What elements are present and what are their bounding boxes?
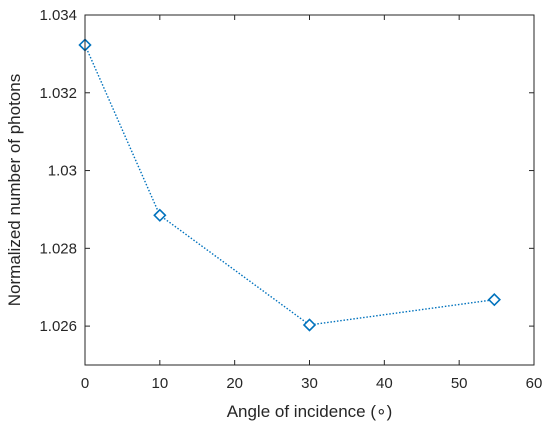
y-tick-label: 1.03 <box>48 163 77 180</box>
x-tick-label: 30 <box>301 375 318 392</box>
y-tick-label: 1.032 <box>39 85 77 102</box>
x-tick-label: 0 <box>81 375 89 392</box>
x-tick-label: 10 <box>151 375 168 392</box>
x-tick-label: 50 <box>451 375 468 392</box>
data-point-diamond <box>153 208 167 222</box>
x-tick-label: 40 <box>376 375 393 392</box>
plot-area-frame <box>84 14 535 366</box>
y-axis-ticks: 1.026 1.028 1.03 1.032 1.034 <box>39 7 534 335</box>
y-axis-title: Normalized number of photons <box>5 74 24 306</box>
series-line <box>84 44 495 326</box>
x-axis-ticks: 0 10 20 30 40 50 60 <box>81 15 543 392</box>
data-point-diamond <box>302 318 317 332</box>
y-tick-label: 1.034 <box>39 7 77 24</box>
x-tick-label: 20 <box>226 375 243 392</box>
x-axis-title: Angle of incidence (∘) <box>227 402 393 421</box>
x-tick-label: 60 <box>526 375 543 392</box>
y-tick-label: 1.026 <box>39 318 77 335</box>
data-point-diamond <box>487 293 501 307</box>
y-tick-label: 1.028 <box>39 240 77 257</box>
series-layer <box>78 38 501 332</box>
